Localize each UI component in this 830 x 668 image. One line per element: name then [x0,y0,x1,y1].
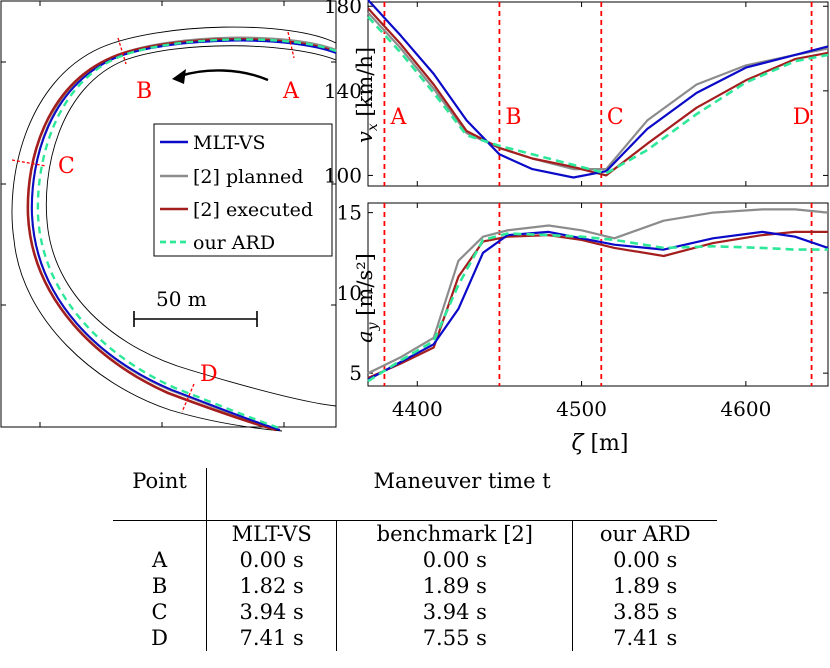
point-marker-label: C [607,105,624,130]
table-subheader-spacer [113,520,208,547]
series-line-2-planned [367,11,829,171]
table-col-benchmark: benchmark [2] [336,520,574,547]
track-inner-border [45,45,337,407]
direction-arrow-icon [172,69,269,84]
track-point-label-c: C [58,154,75,179]
series-line-our-ard [367,232,828,383]
table-header-spacer [113,494,208,521]
y-tick-label: 140 [324,79,362,103]
plot-frame [367,202,829,387]
figure: A B C D MLT-VS [2] planned [2] executed … [0,0,829,456]
table-cell-point: D [113,625,208,651]
legend: MLT-VS [2] planned [2] executed our ARD [153,123,333,257]
table-cell: 0.00 s [336,547,574,573]
track-point-label-b: B [136,79,152,104]
velocity-ylabel-sub: x [365,123,381,131]
acceleration-plot: 5 10 15 4400 4500 4600 [337,201,829,421]
table-cell: 3.94 s [206,599,338,625]
series-line-2-planned [367,208,829,375]
track-outer-border [11,26,337,432]
legend-label-planned: [2] planned [193,166,303,188]
x-tick-label: 4600 [720,397,771,421]
table-header-rule [206,494,717,521]
table-header-group: Maneuver time t [373,469,551,493]
track-point-label-d: D [200,362,218,387]
table-header-point: Point [113,468,208,494]
legend-label-ard: our ARD [193,232,275,254]
table-cell-point: B [113,573,208,599]
point-marker-label: A [389,105,407,130]
y-tick-label: 5 [349,361,362,385]
accel-xlabel-unit: [m] [583,431,628,456]
point-marker-label: B [505,105,521,130]
series-line-2-executed [367,7,829,177]
table-col-mlt: MLT-VS [206,520,338,547]
accel-ylabel-sub: y [365,321,381,331]
track-map-frame [0,0,337,428]
series-line-mlt-vs [367,0,829,179]
accel-xlabel: ζ [m] [572,431,629,456]
x-tick-label: 4500 [556,397,607,421]
accel-ylabel-unit: [m/s²] [353,253,377,322]
legend-label-executed: [2] executed [193,199,313,221]
table-cell: 0.00 s [613,548,678,572]
series-line-2-executed [367,230,828,380]
track-line-ard [36,38,337,431]
table-row: A 0.00 s 0.00 s 0.00 s [113,547,717,573]
track-point-label-a: A [282,79,300,104]
y-tick-label: 180 [324,0,362,18]
velocity-plot: 100 140 180 A B C D [324,0,829,187]
table-cell-point: C [113,599,208,625]
track-point-markers [11,31,295,413]
table-cell-point: A [113,547,208,573]
table-cell: 3.85 s [613,600,678,624]
table-col-ard: our ARD [599,522,691,546]
table-row: C 3.94 s 3.94 s 3.85 s [113,599,717,625]
table-cell: 7.41 s [613,626,678,650]
y-tick-label: 100 [324,163,362,187]
maneuver-time-table: Point Maneuver time t MLT-VS benchmark [… [113,468,717,651]
table-cell: 1.89 s [613,574,678,598]
scale-bar-label: 50 m [156,287,207,311]
velocity-ylabel-symbol: v [353,131,377,143]
table-cell: 1.89 s [336,573,574,599]
y-tick-label: 10 [337,281,362,305]
table-cell: 7.55 s [336,625,574,651]
y-tick-label: 15 [337,201,362,225]
table-cell: 7.41 s [206,625,338,651]
table-cell: 0.00 s [206,547,338,573]
table-row: B 1.82 s 1.89 s 1.89 s [113,573,717,599]
table-cell: 3.94 s [336,599,574,625]
accel-ylabel: ay [m/s²] [353,253,381,343]
legend-label-mlt: MLT-VS [193,132,266,154]
x-tick-label: 4400 [392,397,443,421]
velocity-ylabel-unit: [km/h] [353,47,377,123]
point-marker-label: D [793,105,811,130]
table-row: D 7.41 s 7.55 s 7.41 s [113,625,717,651]
accel-xlabel-symbol: ζ [572,431,586,456]
accel-ylabel-symbol: a [353,330,377,343]
scale-bar: 50 m [133,287,258,327]
track-map: A B C D MLT-VS [2] planned [2] executed … [0,0,337,432]
legend-box [153,123,333,257]
velocity-ylabel: vx [km/h] [353,47,381,143]
table-cell: 1.82 s [206,573,338,599]
series-line-mlt-vs [367,230,829,381]
plot-frame [367,1,829,187]
series-line-our-ard [367,15,829,175]
